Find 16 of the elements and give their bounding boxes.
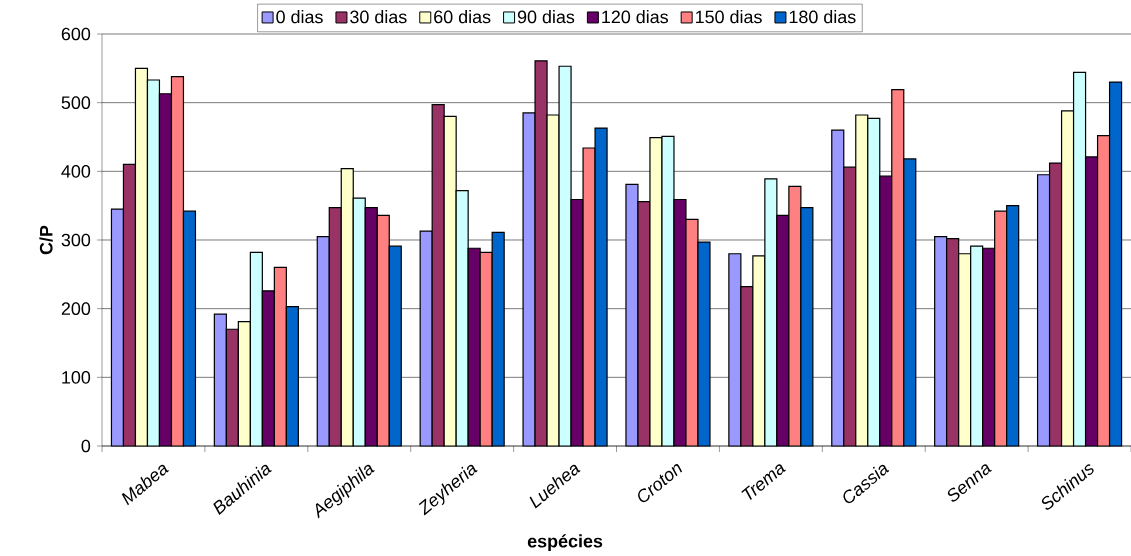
legend-label: 120 dias (602, 10, 668, 24)
legend-label: 180 dias (789, 10, 856, 24)
legend-label: 150 dias (696, 10, 762, 24)
legend-label: 30 dias (350, 10, 407, 24)
y-tick-label: 500 (61, 96, 91, 110)
x-axis-title: espécies (527, 534, 603, 552)
y-axis-title: C/P (39, 225, 53, 255)
y-tick-label: 100 (62, 370, 91, 384)
legend-label: 60 dias (434, 10, 491, 24)
y-tick-label: 300 (61, 233, 91, 247)
legend-label: 0 dias (276, 10, 323, 24)
y-tick-label: 0 (81, 439, 91, 453)
y-tick-label: 400 (61, 164, 91, 178)
y-tick-label: 600 (61, 27, 91, 41)
y-tick-label: 200 (61, 302, 91, 316)
legend-label: 90 dias (517, 10, 575, 24)
